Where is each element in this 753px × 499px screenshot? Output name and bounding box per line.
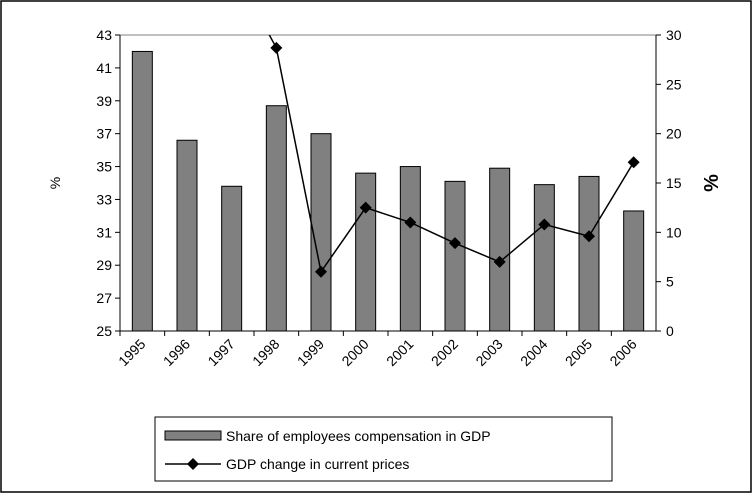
- bar: [221, 185, 243, 331]
- line-marker: [493, 255, 506, 268]
- line-marker: [359, 201, 372, 214]
- bar: [623, 210, 645, 331]
- bar: [355, 172, 377, 331]
- y-tick-label: 29: [96, 257, 112, 273]
- y2-tick-label: 30: [666, 27, 682, 43]
- y2-tick-label: 0: [666, 323, 674, 339]
- bar: [533, 184, 555, 331]
- y-tick-label: 27: [96, 290, 112, 306]
- legend-label: Share of employees compensation in GDP: [226, 428, 491, 444]
- y-tick-label: 41: [96, 60, 112, 76]
- line-marker: [449, 237, 461, 250]
- y-tick-label: 37: [96, 126, 112, 142]
- bar: [176, 139, 198, 331]
- bar: [310, 133, 332, 331]
- y-tick-label: 33: [96, 191, 112, 207]
- legend-box: [154, 416, 613, 482]
- y2-tick-label: 5: [666, 274, 674, 290]
- legend-label: GDP change in current prices: [226, 456, 409, 472]
- y2-tick-label: 10: [666, 224, 682, 240]
- line-marker: [538, 218, 551, 231]
- y-tick-label: 35: [96, 159, 112, 175]
- plot-area: [131, 35, 645, 331]
- y-tick-label: 25: [96, 323, 112, 339]
- y2-tick-label: 25: [666, 76, 682, 92]
- bar: [265, 105, 287, 331]
- y2-tick-label: 20: [666, 126, 682, 142]
- bar: [489, 167, 511, 331]
- y-tick-label: 39: [96, 93, 112, 109]
- y2-tick-label: 15: [666, 175, 682, 191]
- line-marker: [404, 216, 417, 229]
- bar: [578, 175, 600, 331]
- y-tick-label: 31: [96, 224, 112, 240]
- line-marker: [315, 265, 327, 278]
- y-axis-label: %: [47, 177, 63, 189]
- bar: [131, 50, 153, 331]
- y-tick-label: 43: [96, 27, 112, 43]
- legend-swatch: [164, 430, 222, 441]
- bar: [399, 166, 421, 331]
- line-marker: [270, 41, 283, 54]
- bar: [444, 180, 466, 331]
- line-marker: [583, 230, 595, 243]
- line-marker: [627, 156, 640, 169]
- legend-marker: [187, 458, 199, 470]
- y2-axis-label: %: [701, 174, 723, 192]
- line: [268, 35, 635, 274]
